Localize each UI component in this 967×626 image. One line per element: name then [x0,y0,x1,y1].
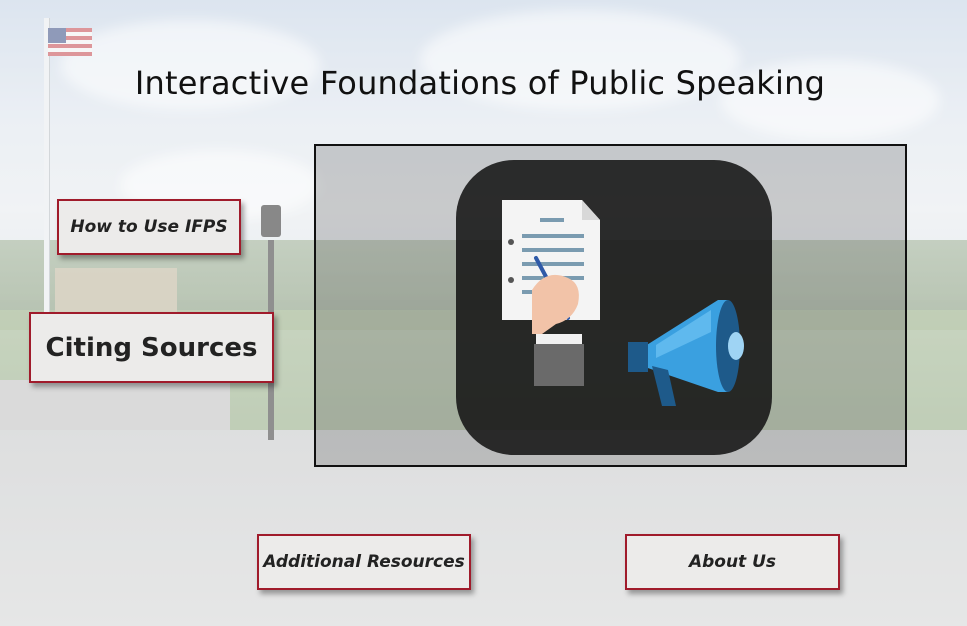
stone-gate [55,268,177,316]
citing-sources-button[interactable]: Citing Sources [29,312,274,383]
hand-pen-icon [532,256,584,386]
page-title: Interactive Foundations of Public Speaki… [134,64,826,102]
cloud [720,60,940,140]
flag-canton [48,28,66,43]
flagpole [44,18,49,318]
about-us-button[interactable]: About Us [625,534,840,590]
public-speaking-logo-icon [502,200,744,406]
how-to-use-button[interactable]: How to Use IFPS [57,199,241,255]
cloud [60,20,320,110]
megaphone-icon [628,300,744,406]
pavement [0,430,967,626]
cloud [420,10,740,110]
lamp-head [261,205,281,237]
additional-resources-button[interactable]: Additional Resources [257,534,471,590]
